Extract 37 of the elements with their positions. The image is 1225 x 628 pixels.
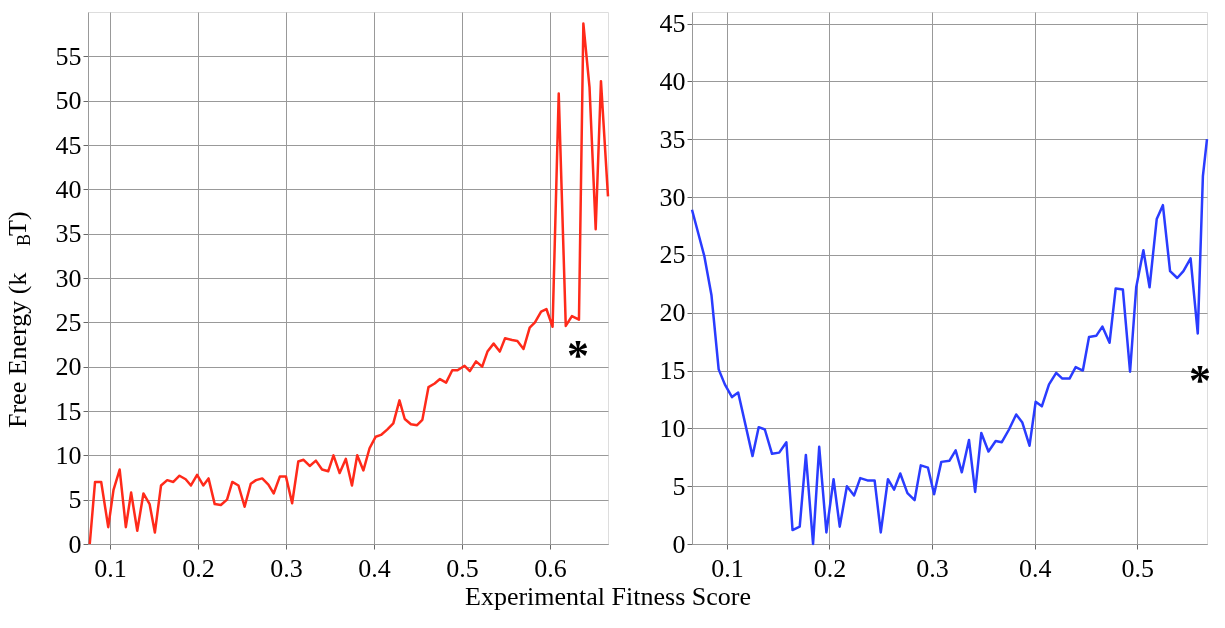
x-axis-title: Experimental Fitness Score	[465, 581, 751, 611]
x-tick-label: 0.4	[1018, 553, 1052, 583]
x-tick-label: 0.1	[94, 553, 127, 583]
x-tick-label: 0.2	[813, 553, 847, 583]
x-tick-label: 0.4	[358, 553, 391, 583]
y-tick-label: 25	[55, 307, 82, 337]
y-axis-title: Free Energy (kBT)	[3, 211, 34, 428]
x-tick-label: 0.1	[711, 553, 744, 583]
annotation: *	[1189, 356, 1211, 405]
y-tick-label: 20	[659, 298, 686, 328]
y-tick-label: 45	[659, 9, 686, 39]
x-tick-label: 0.5	[446, 553, 479, 583]
y-tick-label: 25	[659, 240, 686, 270]
x-tick-label: 0.5	[1121, 553, 1154, 583]
y-tick-label: 10	[659, 413, 686, 443]
y-tick-label: 10	[55, 440, 82, 470]
annotation: *	[567, 331, 589, 380]
x-tick-label: 0.3	[270, 553, 303, 583]
y-tick-label: 0	[672, 529, 686, 559]
y-tick-label: 40	[659, 66, 686, 96]
y-tick-label: 5	[672, 471, 686, 501]
y-tick-label: 40	[55, 174, 82, 204]
y-tick-label: 5	[68, 485, 82, 515]
y-tick-label: 30	[55, 263, 82, 293]
y-tick-label: 35	[55, 219, 82, 249]
y-tick-label: 45	[55, 130, 82, 160]
y-tick-label: 15	[659, 356, 686, 386]
x-tick-label: 0.3	[916, 553, 949, 583]
y-tick-label: 30	[659, 182, 686, 212]
y-tick-label: 55	[55, 41, 82, 71]
y-tick-label: 20	[55, 352, 82, 382]
y-tick-label: 35	[659, 124, 686, 154]
y-tick-label: 15	[55, 396, 82, 426]
x-tick-label: 0.2	[182, 553, 215, 583]
y-tick-label: 50	[55, 86, 82, 116]
x-tick-label: 0.6	[534, 553, 567, 583]
y-tick-label: 0	[68, 529, 82, 559]
